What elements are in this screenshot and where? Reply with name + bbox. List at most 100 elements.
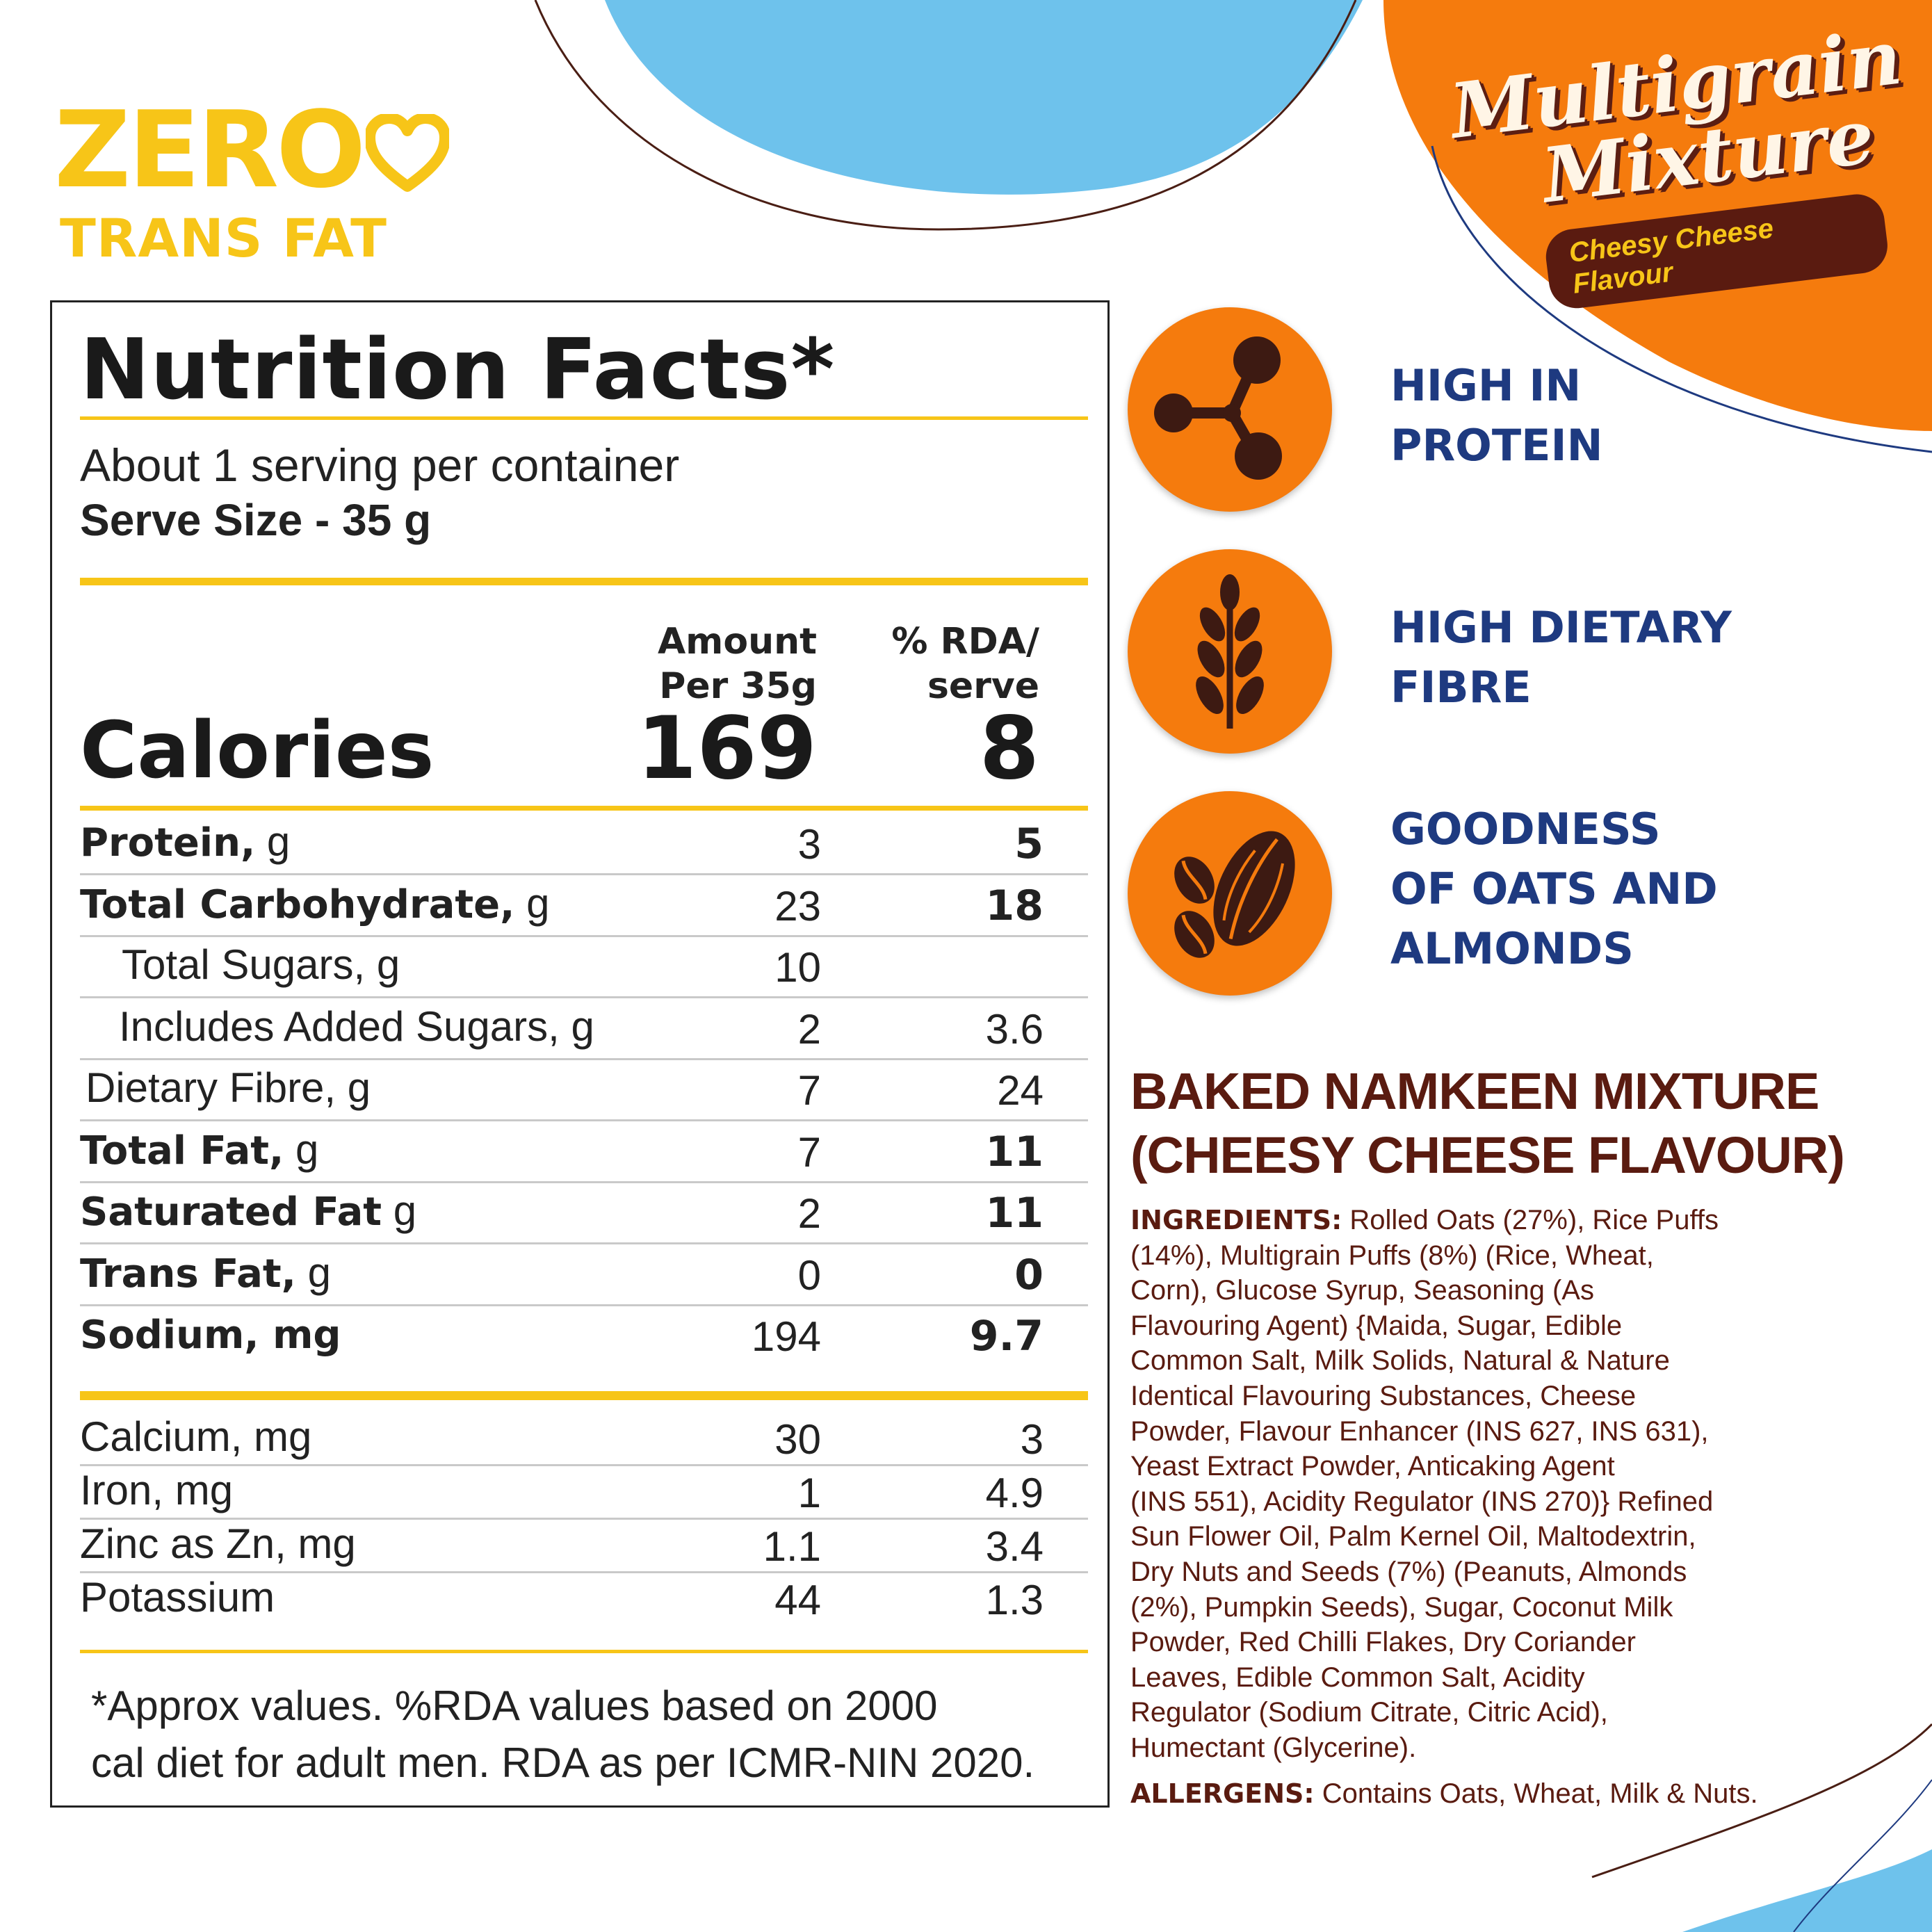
product-name: BAKED NAMKEEN MIXTURE (CHEESY CHEESE FLA… [1130, 1062, 1845, 1184]
nutrient-rda: 18 [985, 882, 1044, 930]
row-divider [80, 873, 1088, 875]
nutrient-row: Total Carbohydrate, g 23 18 [52, 875, 1112, 936]
divider [80, 1650, 1088, 1653]
row-divider [80, 1242, 1088, 1244]
ingredients-label: INGREDIENTS: [1130, 1205, 1342, 1235]
nutrient-rda: 1.3 [985, 1577, 1044, 1623]
nuts-badge [1128, 791, 1332, 996]
nutrient-row: Dietary Fibre, g 7 24 [52, 1059, 1112, 1120]
divider [80, 1391, 1088, 1400]
nutrient-rda: 0 [1014, 1251, 1044, 1299]
zero-trans-fat-badge: ZERO TRANS FAT [54, 88, 450, 269]
nutrient-label: Total Fat, g [80, 1126, 319, 1174]
feature-oats-almonds: GOODNESS OF OATS AND ALMONDS [1128, 791, 1892, 1000]
nutrient-label: Saturated Fat g [80, 1187, 417, 1235]
nutrient-rda: 3 [1020, 1416, 1044, 1463]
row-divider [80, 1464, 1088, 1466]
nutrition-facts-panel: Nutrition Facts* About 1 serving per con… [50, 300, 1110, 1808]
nutrient-rda: 5 [1014, 820, 1044, 868]
amount-column-header: Amount Per 35g [657, 621, 817, 707]
nutrient-label: Sodium, mg [80, 1313, 341, 1358]
row-divider [80, 996, 1088, 998]
nutrient-rda: 24 [997, 1067, 1044, 1114]
feature-text: HIGH DIETARY FIBRE [1390, 602, 1732, 713]
rda-column-header: % RDA/ serve [891, 621, 1039, 707]
nutrient-label: Iron, mg [80, 1467, 234, 1513]
nutrition-title: Nutrition Facts* [80, 322, 836, 419]
allergens-text: Contains Oats, Wheat, Milk & Nuts. [1314, 1778, 1758, 1809]
fibre-badge [1128, 549, 1332, 754]
nutrient-row: Sodium, mg 194 9.7 [52, 1305, 1112, 1366]
nutrient-row: Protein, g 3 5 [52, 813, 1112, 874]
nutrient-row: Trans Fat, g 0 0 [52, 1244, 1112, 1305]
nutrient-amount: 10 [774, 944, 821, 991]
nutrient-amount: 23 [774, 883, 821, 930]
nutrient-rda: 4.9 [985, 1470, 1044, 1516]
nutrient-rda: 3.4 [985, 1523, 1044, 1570]
ingredients-line: Regulator (Sodium Citrate, Citric Acid), [1130, 1697, 1608, 1728]
ingredients-line: (2%), Pumpkin Seeds), Sugar, Coconut Mil… [1130, 1591, 1673, 1623]
nutrient-amount: 7 [797, 1129, 821, 1176]
row-divider [80, 935, 1088, 937]
nutrient-row: Iron, mg 1 4.9 [52, 1461, 1112, 1523]
nutrient-row: Zinc as Zn, mg 1.1 3.4 [52, 1515, 1112, 1576]
ingredients-line: Powder, Red Chilli Flakes, Dry Coriander [1130, 1627, 1636, 1658]
servings-per-container: About 1 serving per container [80, 439, 680, 491]
ingredients-line: Yeast Extract Powder, Anticaking Agent [1130, 1451, 1615, 1482]
protein-badge [1128, 307, 1332, 512]
nutrient-label: Protein, g [80, 818, 291, 866]
ingredients-line: Flavouring Agent) {Maida, Sugar, Edible [1130, 1310, 1623, 1341]
nutrient-amount: 2 [797, 1006, 821, 1053]
row-divider [80, 1058, 1088, 1060]
nutrient-amount: 1 [797, 1470, 821, 1516]
nutrient-label: Calcium, mg [80, 1413, 312, 1460]
nutrient-row: Total Sugars, g 10 [52, 936, 1112, 997]
row-divider [80, 1571, 1088, 1573]
nutrient-label: Includes Added Sugars, g [119, 1003, 594, 1050]
nutrient-row: Saturated Fat g 2 11 [52, 1182, 1112, 1243]
wheat-icon [1196, 574, 1264, 729]
row-divider [80, 1518, 1088, 1520]
nutrient-amount: 0 [797, 1252, 821, 1299]
ingredients-line: Sun Flower Oil, Palm Kernel Oil, Maltode… [1130, 1521, 1696, 1552]
ingredients-line: Leaves, Edible Common Salt, Acidity [1130, 1662, 1585, 1693]
feature-protein: HIGH IN PROTEIN [1128, 307, 1892, 516]
zero-label: ZERO [54, 88, 366, 211]
nutrient-amount: 2 [797, 1190, 821, 1237]
row-divider [80, 1304, 1088, 1306]
ingredients-line: Common Salt, Milk Solids, Natural & Natu… [1130, 1345, 1670, 1377]
trans-fat-label: TRANS FAT [60, 207, 387, 269]
feature-fibre: HIGH DIETARY FIBRE [1128, 549, 1892, 758]
feature-text: GOODNESS OF OATS AND ALMONDS [1390, 804, 1718, 974]
nutrient-amount: 3 [797, 821, 821, 868]
nutrient-rda: 11 [985, 1128, 1044, 1176]
nutrient-rda: 9.7 [969, 1312, 1044, 1361]
allergens-label: ALLERGENS: [1130, 1778, 1315, 1809]
nutrient-row: Calcium, mg 30 3 [52, 1408, 1112, 1469]
feature-text: HIGH IN PROTEIN [1390, 360, 1603, 471]
ingredients-line: (INS 551), Acidity Regulator (INS 270)} … [1130, 1486, 1714, 1517]
nutrient-amount: 44 [774, 1577, 821, 1623]
nutrient-label: Potassium [80, 1574, 275, 1621]
nutrient-label: Total Sugars, g [122, 941, 400, 988]
ingredients-line: Powder, Flavour Enhancer (INS 627, INS 6… [1130, 1415, 1709, 1447]
ingredients: INGREDIENTS: Rolled Oats (27%), Rice Puf… [1130, 1203, 1742, 1766]
divider [80, 578, 1088, 585]
ingredients-line: Corn), Glucose Syrup, Seasoning (As [1130, 1275, 1594, 1306]
allergens: ALLERGENS: Contains Oats, Wheat, Milk & … [1130, 1778, 1758, 1810]
row-divider [80, 1181, 1088, 1183]
nuts-icon [1174, 831, 1295, 958]
ingredients-line: Humectant (Glycerine). [1130, 1732, 1417, 1763]
calories-label: Calories [80, 706, 435, 796]
nutrient-row: Potassium 44 1.3 [52, 1568, 1112, 1630]
product-title: Multigrain Mixture Cheesy Cheese Flavour [1445, 13, 1906, 320]
calories-amount: 169 [637, 699, 817, 799]
molecule-icon [1154, 336, 1282, 480]
nutrient-label: Dietary Fibre, g [86, 1064, 371, 1111]
nutrient-label: Total Carbohydrate, g [80, 880, 550, 927]
nutrient-row: Total Fat, g 7 11 [52, 1121, 1112, 1182]
ingredients-line: (14%), Multigrain Puffs (8%) (Rice, Whea… [1130, 1240, 1654, 1271]
nutrient-amount: 7 [797, 1067, 821, 1114]
ingredients-line: Dry Nuts and Seeds (7%) (Peanuts, Almond… [1130, 1556, 1687, 1587]
